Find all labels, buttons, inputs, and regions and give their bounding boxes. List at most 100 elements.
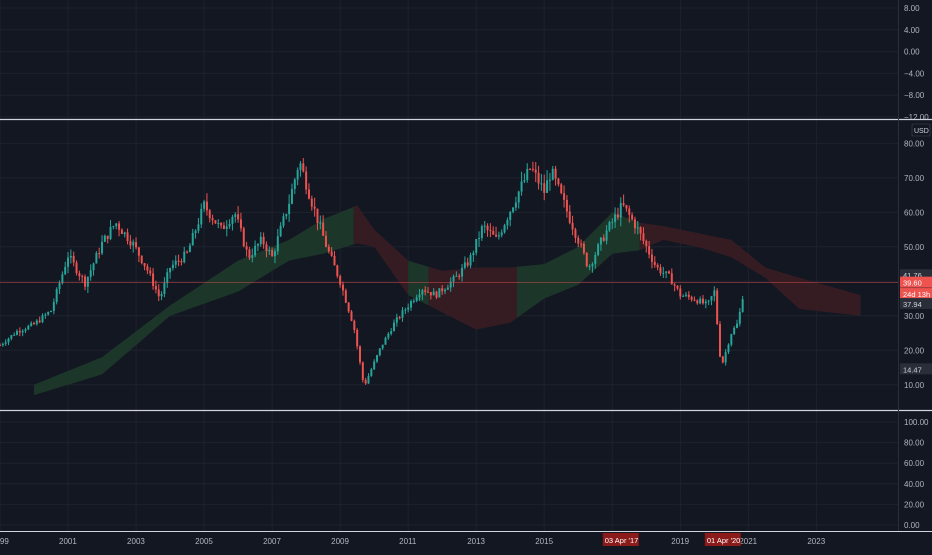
candle-body xyxy=(548,179,551,181)
candle-body xyxy=(401,310,404,318)
candle-body xyxy=(344,290,347,303)
candle-body xyxy=(597,244,600,256)
candle-body xyxy=(276,236,279,252)
candle-body xyxy=(534,169,537,173)
candle-body xyxy=(279,225,282,237)
candle-body xyxy=(259,236,262,245)
candle-body xyxy=(574,229,577,238)
price-tag-label-open: 37.94 xyxy=(903,300,922,309)
candle-body xyxy=(469,255,472,266)
candle-body xyxy=(670,273,673,285)
main-pane-tick-label: 50.00 xyxy=(904,243,925,252)
candle-body xyxy=(237,214,240,220)
candle-body xyxy=(599,237,602,245)
candle-body xyxy=(699,298,702,304)
candle-body xyxy=(605,230,608,241)
candle-body xyxy=(180,261,183,263)
candle-body xyxy=(319,222,322,224)
time-axis-label: 2001 xyxy=(59,537,77,546)
candle-body xyxy=(58,283,61,290)
candle-body xyxy=(435,291,438,298)
price-tag-label-countdown: 24d 13h xyxy=(903,290,930,299)
time-axis-label: 2011 xyxy=(399,537,417,546)
candle-body xyxy=(639,227,642,234)
price-tag-open xyxy=(900,298,932,310)
candle-body xyxy=(738,311,741,324)
price-tag-label-low: 14.47 xyxy=(903,365,922,374)
candle-body xyxy=(313,206,316,209)
candle-body xyxy=(444,289,447,292)
candle-body xyxy=(265,244,268,252)
candle-body xyxy=(140,255,143,264)
candle-body xyxy=(92,263,95,271)
candle-body xyxy=(690,296,693,300)
candle-body xyxy=(126,232,129,242)
candle-body xyxy=(333,255,336,266)
candle-body xyxy=(336,265,339,277)
candle-body xyxy=(16,331,18,335)
candle-body xyxy=(324,235,327,247)
candle-body xyxy=(220,222,223,226)
candle-body xyxy=(529,168,532,170)
candle-body xyxy=(120,229,123,235)
candle-body xyxy=(568,211,571,223)
candle-body xyxy=(650,254,653,262)
price-tag-low xyxy=(900,363,932,375)
candle-body xyxy=(290,189,293,204)
candle-body xyxy=(378,348,381,356)
top-pane-tick-label: 4.00 xyxy=(904,26,920,35)
candle-body xyxy=(109,226,112,239)
main-pane-tick-label: 30.00 xyxy=(904,312,925,321)
candle-body xyxy=(427,291,430,293)
candle-body xyxy=(461,267,464,277)
candle-body xyxy=(724,352,727,363)
candle-body xyxy=(466,262,469,266)
candle-body xyxy=(571,222,574,230)
candle-body xyxy=(667,271,670,274)
candle-body xyxy=(339,276,342,285)
candle-body xyxy=(565,199,568,212)
candle-body xyxy=(713,290,716,297)
time-axis-label: 2015 xyxy=(535,537,553,546)
currency-badge[interactable] xyxy=(911,123,931,137)
candle-body xyxy=(21,330,24,333)
candle-body xyxy=(302,163,305,172)
candle-body xyxy=(75,262,78,274)
candle-body xyxy=(293,179,296,190)
candle-body xyxy=(376,355,378,362)
candle-body xyxy=(234,214,237,217)
candle-body xyxy=(407,307,410,310)
top-pane-tick-label: 0.00 xyxy=(904,48,920,57)
candle-body xyxy=(27,325,30,330)
candle-body xyxy=(112,226,115,228)
candle-body xyxy=(13,334,16,336)
candle-body xyxy=(30,323,33,326)
candle-body xyxy=(526,168,529,181)
candle-body xyxy=(200,208,203,225)
candle-body xyxy=(231,216,234,224)
candle-body xyxy=(166,272,169,283)
candle-body xyxy=(123,232,126,235)
candle-body xyxy=(393,322,396,332)
candle-body xyxy=(449,281,452,288)
candle-body xyxy=(486,225,489,231)
candle-body xyxy=(222,225,225,229)
candle-body xyxy=(310,198,313,207)
cloud-bullish xyxy=(408,260,429,306)
candle-body xyxy=(410,301,413,308)
candle-body xyxy=(591,263,594,267)
candle-body xyxy=(582,243,585,253)
candle-body xyxy=(203,201,206,209)
candle-body xyxy=(359,346,361,363)
main-pane-tick-label: 10.00 xyxy=(904,381,925,390)
price-tag-label-last: 39.60 xyxy=(903,279,922,288)
candle-body xyxy=(160,293,163,297)
candle-body xyxy=(4,342,7,344)
bottom-pane-tick-label: 80.00 xyxy=(904,439,925,448)
candle-body xyxy=(353,320,356,330)
candle-body xyxy=(679,288,682,297)
candle-body xyxy=(135,242,138,248)
cloud-bearish xyxy=(639,222,861,316)
